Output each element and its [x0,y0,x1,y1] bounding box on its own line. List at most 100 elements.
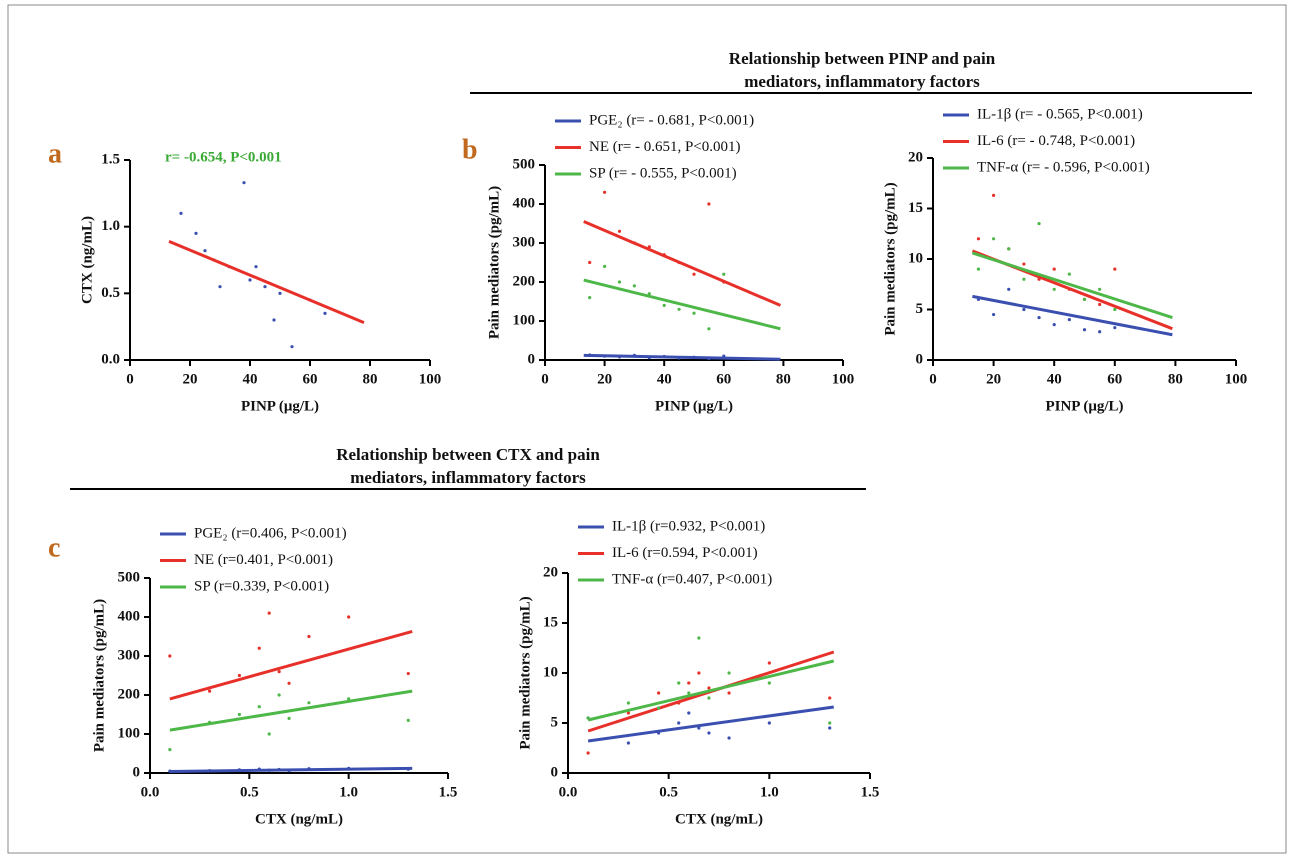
point [722,272,726,276]
point [626,701,631,705]
point [347,615,351,619]
legend-label: TNF-α (r=0.407, P<0.001) [612,571,772,587]
x-tick-label: 40 [657,371,672,387]
point [767,661,771,665]
x-tick-label: 80 [776,371,791,387]
x-tick-label: 40 [243,371,258,387]
point [632,284,637,288]
fit-line [168,239,365,325]
point [290,345,294,349]
y-tick-label: 1.0 [101,218,120,234]
point [307,701,311,705]
point [168,748,172,752]
point [767,681,771,685]
x-axis-label: CTX (ng/mL) [255,811,343,827]
x-tick-label: 100 [1225,371,1248,387]
y-axis-label: Pain mediators (pg/mL) [517,596,533,749]
y-axis-label: Pain mediators (pg/mL) [882,182,898,335]
point [168,654,172,658]
point [194,231,198,235]
point [323,311,327,315]
fit-line [583,353,781,361]
legend-label: PGE₂ (r=0.406, P<0.001) [194,525,347,541]
y-tick-label: 100 [118,725,141,741]
point [657,706,661,710]
point [267,611,271,615]
point [1022,262,1026,266]
point [203,249,207,253]
point [307,634,311,639]
y-tick-label: 200 [513,273,536,289]
fit-line [972,294,1173,337]
point [626,741,631,745]
x-tick-label: 1.0 [339,784,358,800]
point [976,267,981,271]
point [1052,323,1056,327]
point [1052,267,1056,271]
legend-label: IL-1β (r= - 0.565, P<0.001) [977,106,1143,122]
point [707,202,711,206]
y-tick-label: 0 [551,764,559,780]
fit-line [971,251,1173,320]
point [617,229,622,233]
point [1067,272,1071,276]
y-tick-label: 1.5 [101,151,120,167]
point [692,272,696,276]
section-title: mediators, inflammatory factors [744,72,980,91]
section-title: Relationship between CTX and pain [336,445,600,464]
point [267,732,271,736]
x-tick-label: 80 [1168,371,1183,387]
point [727,691,731,695]
point [976,237,981,241]
y-tick-label: 5 [551,714,559,730]
x-tick-label: 100 [832,371,855,387]
point [687,691,691,695]
y-tick-label: 0 [133,764,141,780]
point [263,285,267,289]
panel-label: a [48,138,62,169]
point [218,285,222,289]
point [1037,222,1041,226]
point [603,264,607,268]
point [677,721,681,725]
point [828,696,832,700]
y-axis-label: CTX (ng/mL) [79,216,95,304]
y-tick-label: 0 [528,351,536,367]
point [1098,287,1102,291]
point [277,693,281,697]
y-tick-label: 500 [118,569,141,585]
point [767,721,771,725]
legend-label: SP (r= - 0.555, P<0.001) [589,165,737,181]
y-axis-label: Pain mediators (pg/mL) [91,599,107,752]
x-axis-label: PINP (μg/L) [1045,398,1123,414]
point [406,671,410,676]
y-tick-label: 0.0 [101,351,120,367]
point [1022,307,1026,312]
y-tick-label: 15 [908,200,923,216]
x-axis-label: PINP (μg/L) [655,398,733,414]
section-title: Relationship between PINP and pain [729,49,996,68]
y-tick-label: 10 [908,250,923,266]
point [1067,318,1071,322]
point [237,673,241,678]
y-tick-label: 20 [908,149,923,165]
point [1113,307,1117,312]
point [692,311,696,315]
y-tick-label: 0.5 [101,285,120,301]
y-tick-label: 200 [118,686,141,702]
x-tick-label: 1.5 [861,784,880,800]
point [257,705,261,709]
point [242,181,246,185]
y-tick-label: 0 [916,351,924,367]
point [697,636,701,640]
legend-label: IL-6 (r=0.594, P<0.001) [612,545,758,561]
fit-line [169,629,413,701]
frame [7,4,1287,854]
x-tick-label: 0 [929,371,937,387]
legend-label: PGE₂ (r= - 0.681, P<0.001) [589,112,754,128]
point [1007,287,1011,291]
y-tick-label: 400 [118,608,141,624]
x-tick-label: 60 [303,371,318,387]
point [248,278,252,282]
